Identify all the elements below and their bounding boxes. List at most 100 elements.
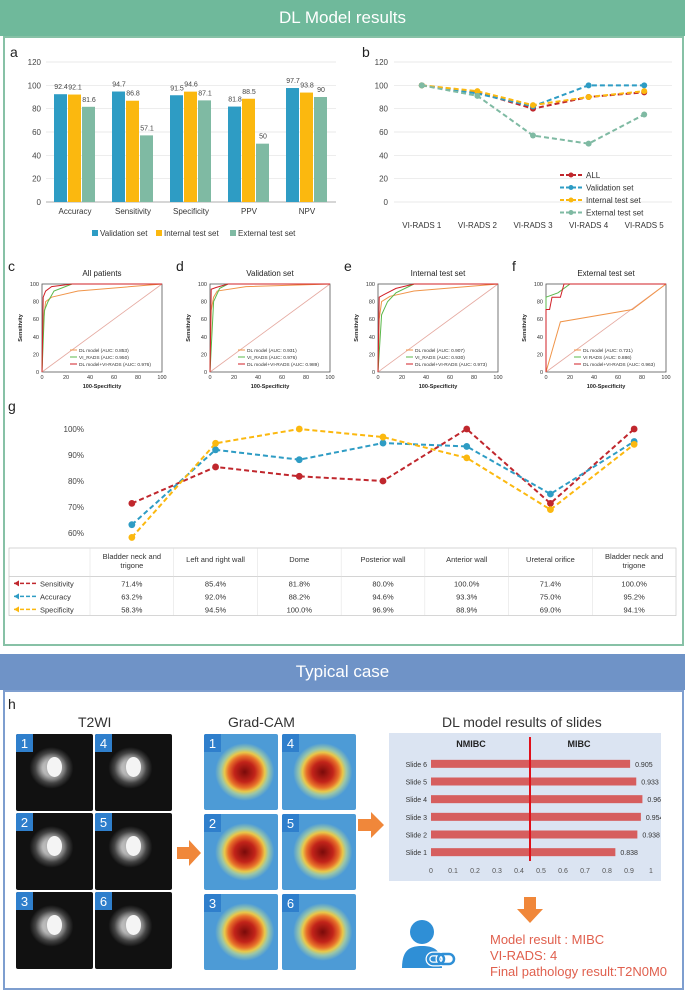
slice-number-badge: 3: [204, 894, 221, 912]
t2wi-slice-image: 1: [16, 734, 93, 811]
gradcam-slice-image: 5: [282, 814, 356, 890]
bar-validation-set: [228, 106, 241, 202]
slide-label: Slide 5: [406, 780, 428, 787]
legend-label: DL model+VI-RADS (AUC: 0.989): [247, 362, 319, 368]
legend-swatch: [230, 230, 236, 236]
chart-g-location-line: 60%70%80%90%100%Bladder neck andtrigoneL…: [8, 425, 677, 616]
legend-label: Validation set: [100, 229, 148, 238]
series-point: [212, 463, 219, 471]
gradcam-slice-image: 2: [204, 814, 278, 890]
x-tick-label: Sensitivity: [115, 207, 151, 216]
series-point: [463, 425, 471, 433]
legend-label: DL model (AUC: 0.931): [247, 348, 297, 354]
slice-number-badge: 3: [16, 892, 33, 910]
y-tick-label: 40: [537, 335, 543, 341]
x-axis-label: 100-Specificity: [251, 384, 290, 390]
series-point: [530, 132, 536, 139]
table-cell: 94.5%: [205, 605, 227, 614]
legend-arrow-icon: [14, 593, 19, 600]
x-tick-label: Accuracy: [59, 207, 92, 216]
roc-title: External test set: [577, 269, 635, 278]
x-tick-label: 0.6: [558, 868, 568, 875]
series-point: [379, 433, 387, 441]
legend-label: ALL: [586, 171, 601, 180]
series-point: [641, 111, 648, 118]
x-tick-label: 0.4: [514, 868, 524, 875]
series-point: [530, 102, 536, 109]
series-point: [418, 82, 425, 89]
x-tick-label: Specificity: [173, 207, 209, 216]
legend-marker: [568, 172, 574, 178]
bar-value-label: 91.5: [170, 85, 184, 92]
legend-swatch: [156, 230, 162, 236]
y-tick-label: 40: [33, 335, 39, 341]
mibc-label: MIBC: [568, 739, 591, 749]
series-point: [379, 439, 387, 447]
table-cell: 100.0%: [454, 579, 480, 588]
category-label: Left and right wall: [186, 555, 245, 564]
y-axis-label: Sensitivity: [522, 313, 528, 341]
results-banner: DL Model results: [0, 0, 685, 36]
bladder-region: [125, 915, 142, 936]
series-point: [630, 425, 638, 433]
x-tick-label: 1: [649, 868, 653, 875]
x-tick-label: 40: [591, 375, 597, 381]
bar-value-label: 88.5: [242, 89, 256, 96]
slide-value: 0.905: [635, 762, 653, 769]
legend-label: DL model (AUC: 0.721): [583, 348, 633, 354]
roc-curve-2: [377, 283, 498, 373]
roc-title: Internal test set: [411, 269, 466, 278]
x-tick-label: 60: [111, 375, 117, 381]
x-tick-label: 0: [544, 375, 547, 381]
results-frame: [3, 36, 684, 646]
slide-label: Slide 3: [406, 815, 428, 822]
slide-value: 0.954: [646, 815, 661, 822]
roc-diagonal: [209, 283, 331, 373]
results-title: DL Model results: [279, 8, 406, 27]
table-cell: 94.1%: [624, 605, 646, 614]
table-cell: 71.4%: [540, 579, 562, 588]
y-tick-label: 60: [201, 317, 207, 323]
y-tick-label: 80%: [68, 477, 84, 486]
legend-swatch: [92, 230, 98, 236]
chart-c-roc: All patients 00 20 20 40 40 60 60 80 80 100 100 100-…: [18, 269, 167, 390]
y-tick-label: 100: [198, 282, 207, 288]
chart-e-roc: Internal test set 00 20 20 40 40 60 60 80 80 100 10…: [354, 269, 503, 390]
table-cell: 100.0%: [287, 605, 313, 614]
y-axis-label: Sensitivity: [18, 313, 24, 341]
y-axis-label: Sensitivity: [186, 313, 192, 341]
table-cell: 71.4%: [121, 579, 143, 588]
roc-curve-2: [545, 283, 666, 372]
model-result-text: Model result : MIBC: [490, 932, 605, 947]
category-label: Posterior wall: [360, 555, 405, 564]
roc-curve-2: [209, 283, 330, 373]
arrow-right-icon-2: [358, 812, 384, 838]
slide-bar: [431, 848, 616, 857]
legend-label: DL model+VI-RADS (AUC: 0.973): [415, 362, 487, 368]
y-tick-label: 20: [537, 352, 543, 358]
slide-label: Slide 4: [406, 797, 428, 804]
y-tick-label: 80: [32, 105, 41, 114]
bar-external-test-set: [82, 106, 95, 202]
y-tick-label: 20: [201, 352, 207, 358]
y-tick-label: 0: [372, 370, 375, 376]
x-tick-label: 80: [303, 375, 309, 381]
x-tick-label: 20: [231, 375, 237, 381]
slice-number-badge: 5: [282, 814, 299, 832]
slice-number-badge: 4: [282, 734, 299, 752]
slice-number-badge: 4: [95, 734, 112, 752]
slides-chart-box: [389, 733, 661, 881]
panel-label-h: h: [8, 696, 16, 712]
bar-value-label: 81.8: [228, 97, 242, 104]
x-tick-label: 60: [279, 375, 285, 381]
table-cell: 75.0%: [540, 592, 562, 601]
table-cell: 81.8%: [289, 579, 311, 588]
table-cell: 80.0%: [372, 579, 394, 588]
bar-value-label: 92.1: [68, 85, 82, 92]
legend-marker: [568, 210, 574, 215]
slide-label: Slide 2: [406, 833, 428, 840]
x-tick-label: 0.7: [580, 868, 590, 875]
y-tick-label: 100: [28, 81, 42, 90]
slice-number-badge: 1: [204, 734, 221, 752]
